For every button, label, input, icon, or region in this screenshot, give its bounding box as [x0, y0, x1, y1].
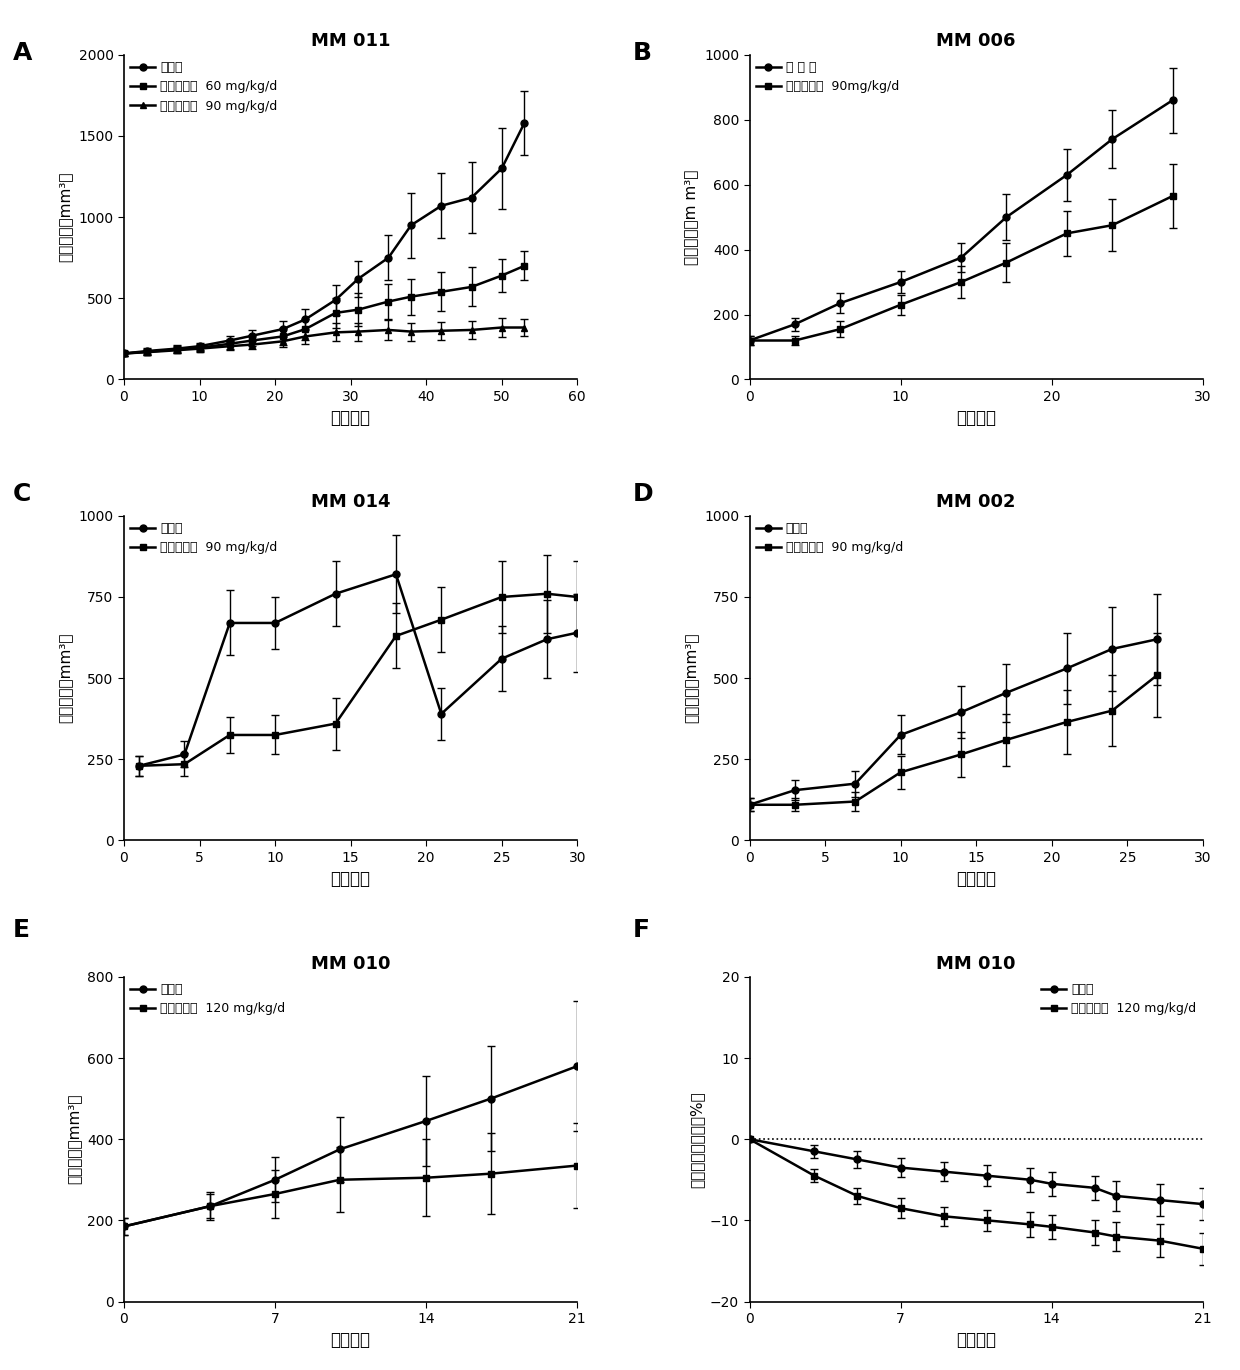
Text: C: C	[12, 482, 31, 507]
Legend: 空载体, 帕布昔利布  120 mg/kg/d: 空载体, 帕布昔利布 120 mg/kg/d	[1042, 984, 1197, 1015]
Title: MM 002: MM 002	[936, 493, 1016, 511]
Y-axis label: 肿瘾体积（m m³）: 肿瘾体积（m m³）	[683, 170, 698, 264]
Title: MM 011: MM 011	[311, 33, 391, 51]
Text: E: E	[12, 918, 30, 943]
X-axis label: 处理天数: 处理天数	[331, 410, 371, 427]
X-axis label: 处理天数: 处理天数	[956, 410, 996, 427]
Legend: 空载体, 帕布昔利布  60 mg/kg/d, 帕布昔利布  90 mg/kg/d: 空载体, 帕布昔利布 60 mg/kg/d, 帕布昔利布 90 mg/kg/d	[130, 62, 278, 112]
X-axis label: 处理天数: 处理天数	[331, 870, 371, 889]
Legend: 空载体, 帕布昔利布  90 mg/kg/d: 空载体, 帕布昔利布 90 mg/kg/d	[130, 522, 278, 555]
Text: D: D	[632, 482, 653, 507]
X-axis label: 处理天数: 处理天数	[956, 1332, 996, 1349]
Y-axis label: 肿瘾体积（mm³）: 肿瘾体积（mm³）	[683, 633, 698, 723]
Y-axis label: 体重变化百分比（%）: 体重变化百分比（%）	[689, 1091, 704, 1188]
Y-axis label: 肿瘾体积（mm³）: 肿瘾体积（mm³）	[58, 171, 73, 263]
X-axis label: 处理天数: 处理天数	[956, 870, 996, 889]
Title: MM 006: MM 006	[936, 33, 1016, 51]
Legend: 空 载 体, 帕布昔利布  90mg/kg/d: 空 载 体, 帕布昔利布 90mg/kg/d	[755, 62, 899, 93]
Title: MM 010: MM 010	[311, 955, 391, 973]
Y-axis label: 肿瘾体积（mm³）: 肿瘾体积（mm³）	[67, 1093, 82, 1185]
Title: MM 014: MM 014	[311, 493, 391, 511]
Text: A: A	[12, 41, 32, 66]
Y-axis label: 肿瘾体积（mm³）: 肿瘾体积（mm³）	[58, 633, 73, 723]
Title: MM 010: MM 010	[936, 955, 1016, 973]
Text: B: B	[632, 41, 651, 66]
Legend: 空载体, 帕布昔利布  90 mg/kg/d: 空载体, 帕布昔利布 90 mg/kg/d	[755, 522, 903, 555]
X-axis label: 处理天数: 处理天数	[331, 1332, 371, 1349]
Text: F: F	[632, 918, 650, 943]
Legend: 空载体, 帕布昔利布  120 mg/kg/d: 空载体, 帕布昔利布 120 mg/kg/d	[130, 984, 285, 1015]
